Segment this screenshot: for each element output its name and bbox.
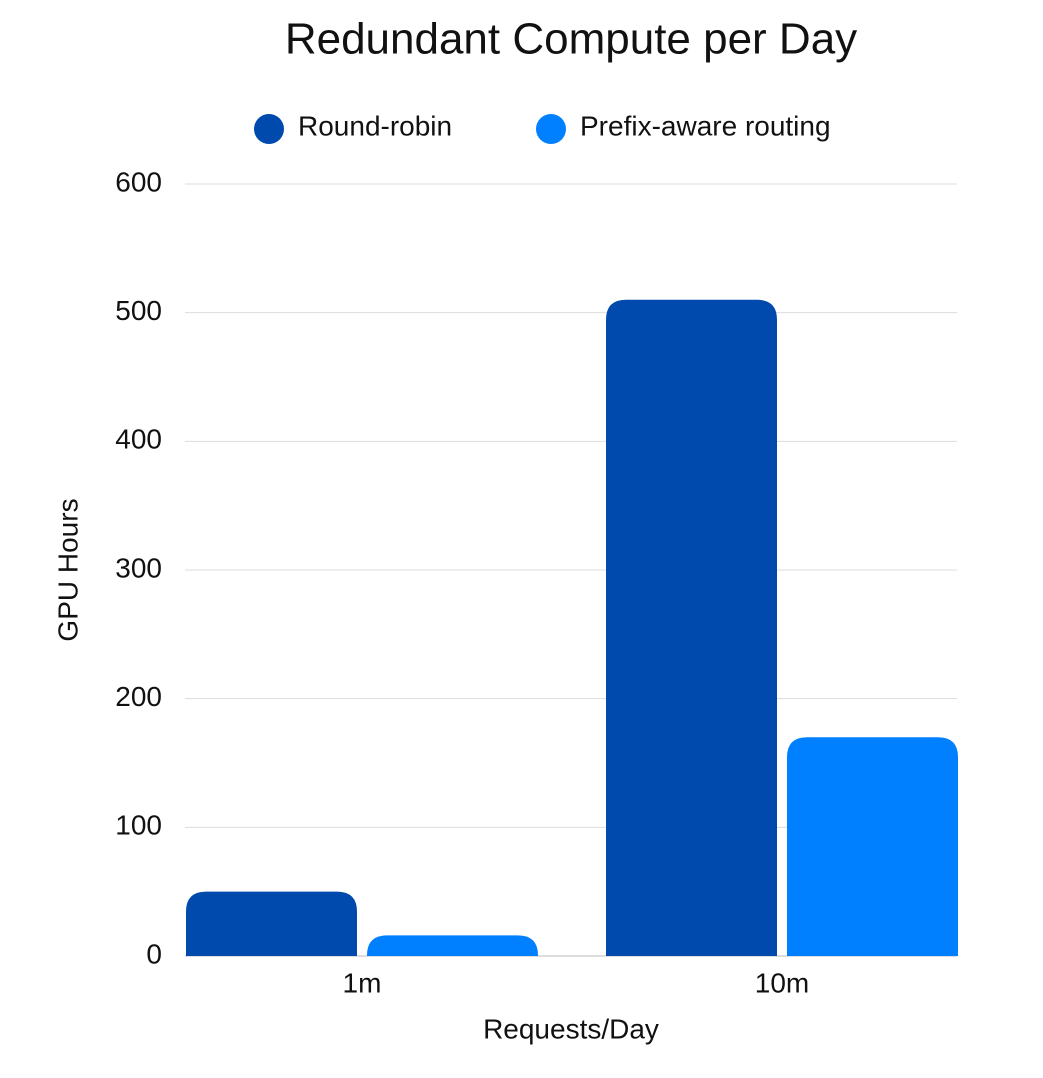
y-tick-label: 500: [115, 295, 162, 326]
chart-title: Redundant Compute per Day: [285, 15, 857, 64]
y-tick-label: 200: [115, 681, 162, 712]
y-tick-label: 100: [115, 810, 162, 841]
bar: [367, 935, 538, 956]
bar: [787, 737, 958, 956]
legend-label: Prefix-aware routing: [580, 110, 831, 141]
x-tick-label: 1m: [343, 967, 382, 998]
bar: [606, 299, 777, 956]
y-tick-label: 400: [115, 424, 162, 455]
y-axis-label: GPU Hours: [52, 498, 83, 641]
legend-swatch: [536, 114, 566, 144]
bar: [186, 891, 357, 956]
x-axis-label: Requests/Day: [483, 1013, 659, 1044]
y-tick-label: 300: [115, 552, 162, 583]
x-tick-label: 10m: [755, 967, 809, 998]
y-tick-label: 0: [146, 938, 162, 969]
legend-label: Round-robin: [298, 110, 452, 141]
legend-swatch: [254, 114, 284, 144]
y-tick-label: 600: [115, 166, 162, 197]
